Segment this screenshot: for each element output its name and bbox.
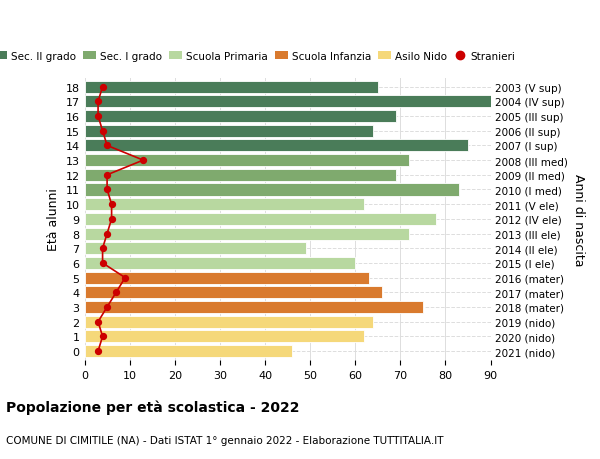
- Bar: [85, 228, 409, 240]
- Bar: [85, 140, 468, 152]
- Text: COMUNE DI CIMITILE (NA) - Dati ISTAT 1° gennaio 2022 - Elaborazione TUTTITALIA.I: COMUNE DI CIMITILE (NA) - Dati ISTAT 1° …: [6, 435, 443, 445]
- Point: [102, 186, 112, 194]
- Bar: [85, 184, 459, 196]
- Point: [107, 201, 116, 208]
- Text: Popolazione per età scolastica - 2022: Popolazione per età scolastica - 2022: [6, 399, 299, 414]
- Point: [93, 318, 103, 325]
- Point: [112, 289, 121, 297]
- Point: [102, 230, 112, 238]
- Bar: [85, 316, 373, 328]
- Bar: [85, 243, 305, 255]
- Point: [102, 304, 112, 311]
- Bar: [85, 257, 355, 269]
- Point: [93, 347, 103, 355]
- Y-axis label: Età alunni: Età alunni: [47, 188, 60, 251]
- Bar: [85, 111, 396, 123]
- Point: [93, 98, 103, 106]
- Bar: [85, 96, 495, 108]
- Point: [98, 84, 107, 91]
- Point: [139, 157, 148, 164]
- Bar: [85, 81, 378, 94]
- Point: [102, 172, 112, 179]
- Bar: [85, 345, 292, 357]
- Point: [98, 245, 107, 252]
- Bar: [85, 301, 423, 313]
- Bar: [85, 199, 364, 211]
- Bar: [85, 272, 369, 284]
- Bar: [85, 287, 382, 299]
- Point: [121, 274, 130, 282]
- Bar: [85, 213, 436, 225]
- Point: [102, 142, 112, 150]
- Point: [98, 333, 107, 340]
- Legend: Sec. II grado, Sec. I grado, Scuola Primaria, Scuola Infanzia, Asilo Nido, Stran: Sec. II grado, Sec. I grado, Scuola Prim…: [0, 47, 520, 66]
- Y-axis label: Anni di nascita: Anni di nascita: [572, 173, 585, 265]
- Bar: [85, 125, 373, 137]
- Point: [107, 216, 116, 223]
- Bar: [85, 169, 396, 181]
- Point: [93, 113, 103, 120]
- Point: [98, 260, 107, 267]
- Bar: [85, 330, 364, 343]
- Point: [98, 128, 107, 135]
- Bar: [85, 155, 409, 167]
